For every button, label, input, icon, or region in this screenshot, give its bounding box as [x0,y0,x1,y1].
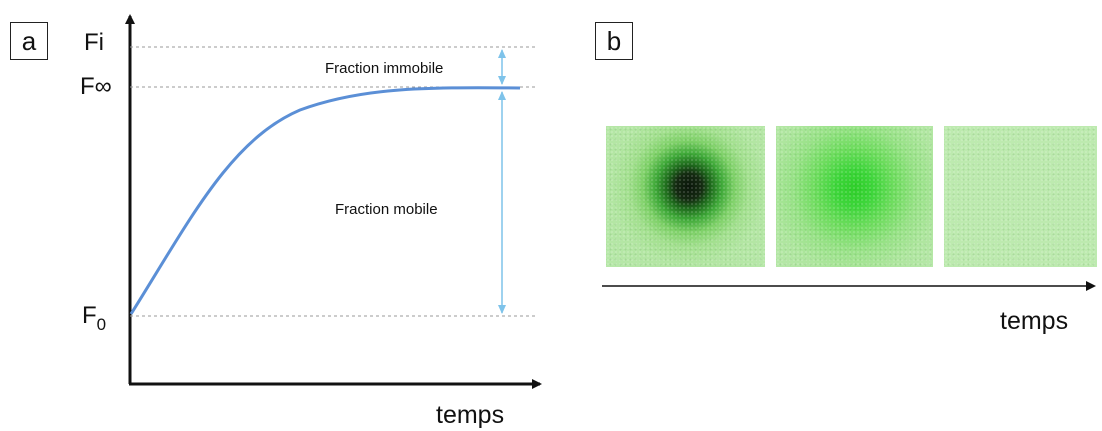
frap-frame-recovering [776,126,933,267]
y-axis-label: Fi [84,29,104,56]
f-infinity-label: F∞ [80,73,112,100]
f0-label: F0 [82,302,106,334]
frap-frame-recovered [944,126,1097,267]
panel-b-label: b [595,22,633,60]
panel-a-label: a [10,22,48,60]
immobile-fraction-label: Fraction immobile [325,60,443,77]
f0-label-subscript: 0 [97,315,106,334]
x-axis-label-b: temps [1000,307,1068,335]
mobile-fraction-label: Fraction mobile [335,201,438,218]
recovery-curve [129,86,521,315]
x-axis-label-a: temps [436,401,504,429]
f0-label-main: F [82,302,97,329]
frap-frame-initial [606,126,765,267]
